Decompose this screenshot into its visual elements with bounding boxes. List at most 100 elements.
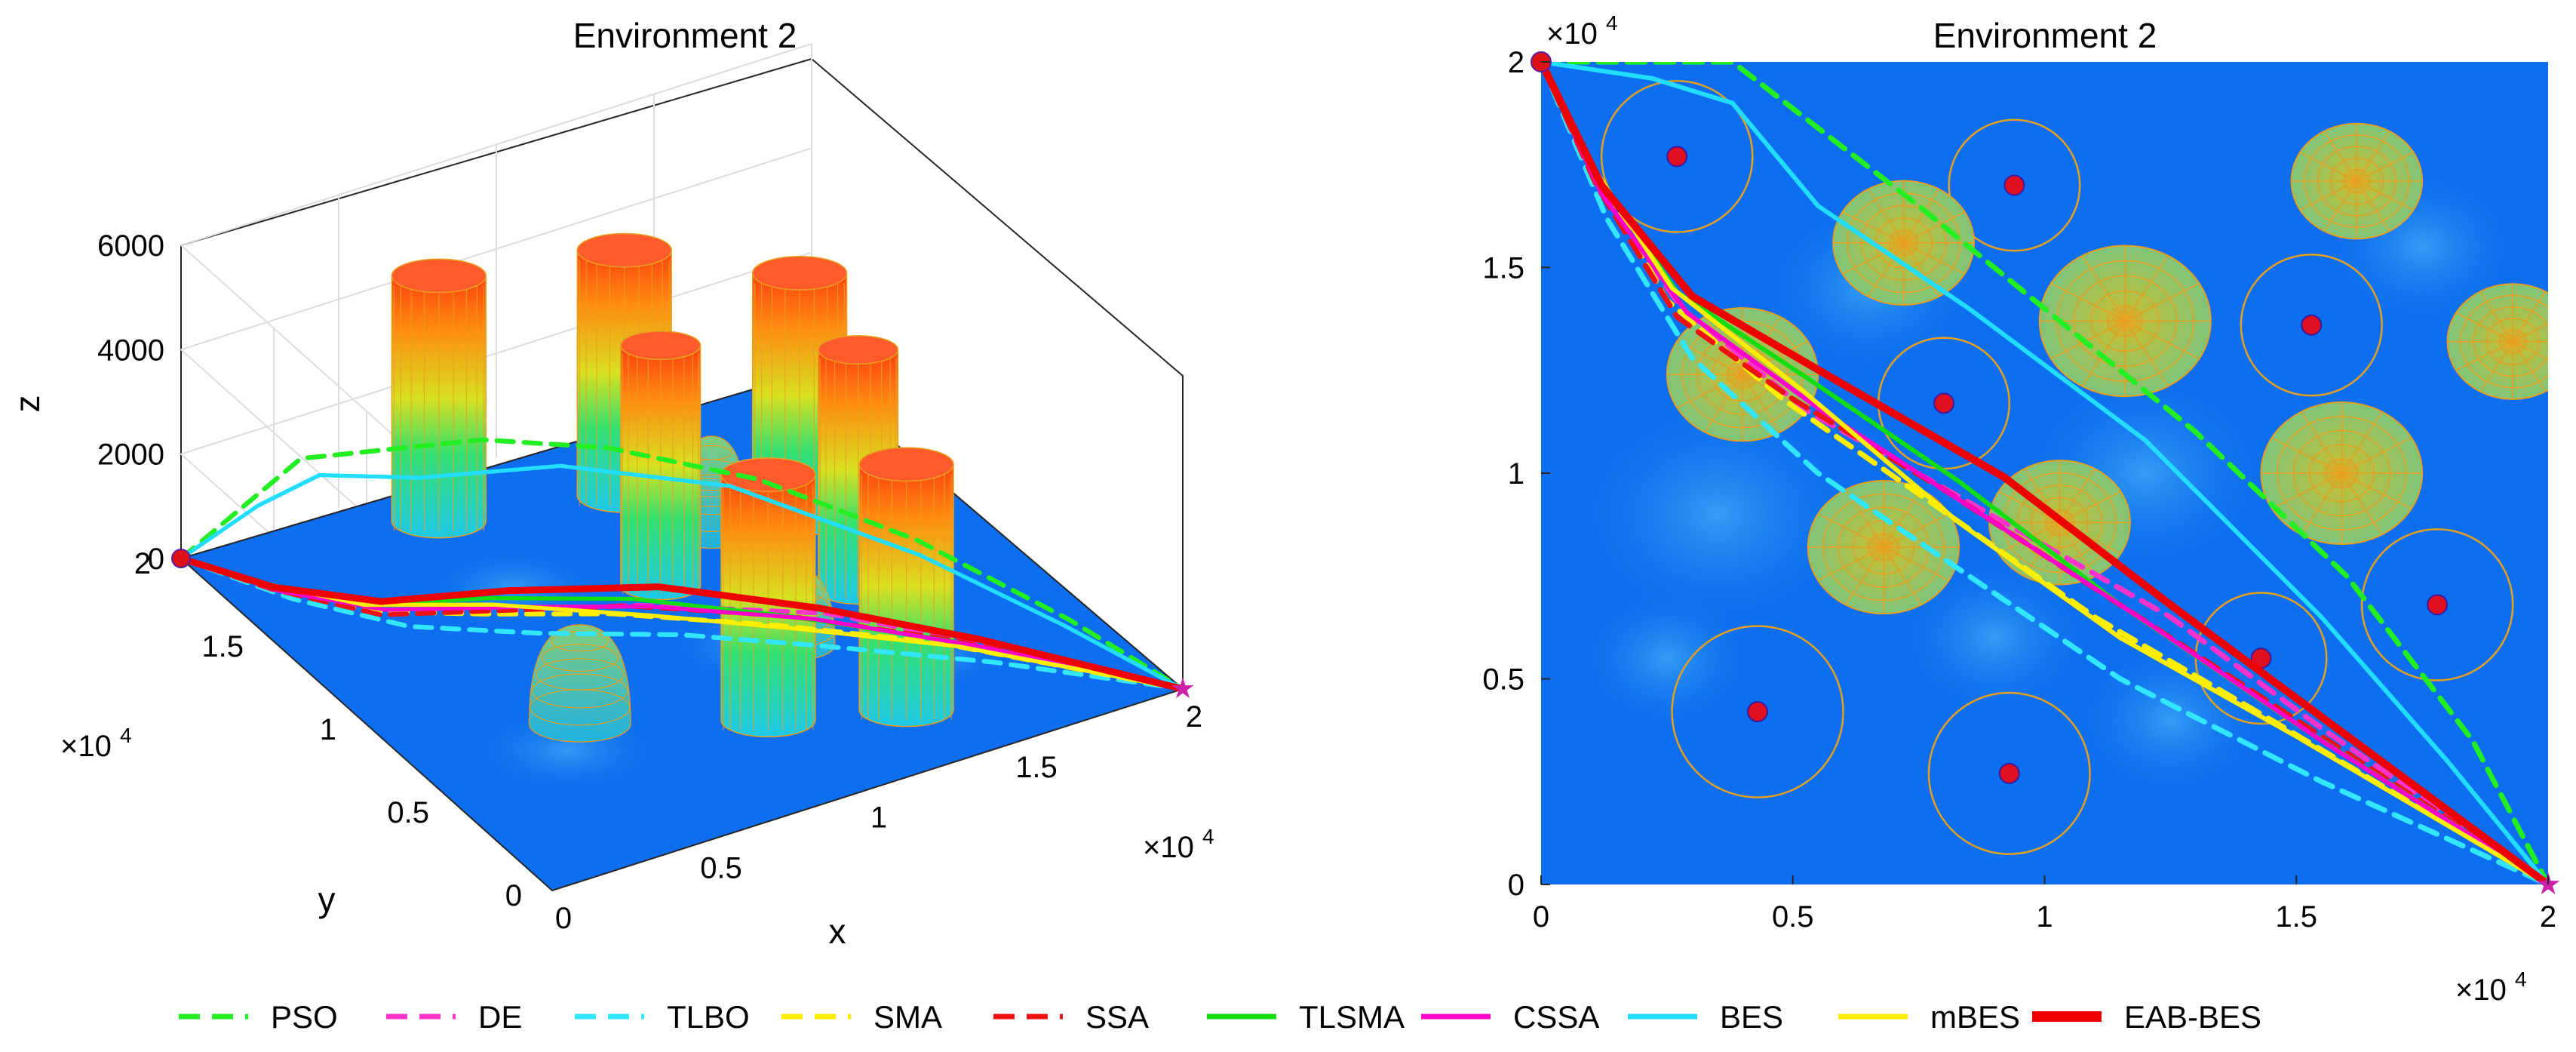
dome-threat-spoke (2299, 180, 2357, 211)
legend: PSO DE TLBO SMA SSA TLSMA CSSA BES mBES EAB-BES (179, 999, 2261, 1035)
y-tick-label-2d: 1 (1508, 457, 1524, 491)
x-tick-label: 0.5 (700, 851, 742, 884)
dome-threat-spoke (2341, 472, 2383, 535)
dome-threat-spoke (1998, 491, 2060, 524)
dome-threat-spoke (2341, 411, 2383, 474)
threat-ring (1671, 625, 1844, 798)
dome-threat-spoke (2050, 320, 2126, 359)
dome-threat-spoke (2323, 131, 2357, 182)
legend-label-bes: BES (1720, 999, 1783, 1035)
y-tick-label-2d: 2 (1508, 46, 1524, 79)
dome-threat-spoke (1883, 489, 1922, 548)
dome-threat-spoke (2271, 437, 2342, 474)
legend-label-de: DE (478, 999, 522, 1035)
dome-mesh-ring (542, 644, 619, 672)
threat-ring (1600, 79, 1754, 233)
dome-threat-spoke (1845, 546, 1884, 605)
x-axis-label: x (829, 912, 846, 951)
dome-threat-spoke (2341, 437, 2412, 474)
dome-threat-spoke (2059, 468, 2095, 523)
x-multiplier-base: ×10 (1143, 831, 1194, 864)
dome-mesh-ring (536, 658, 625, 691)
threat-center (2301, 314, 2323, 336)
dome-threat-spoke (2512, 291, 2547, 343)
dome-threat-spoke (2124, 320, 2169, 387)
dome-threat-spoke (2356, 180, 2390, 232)
legend-label-mbes: mBES (1930, 999, 2020, 1035)
dome-threat-spoke (1903, 211, 1965, 244)
x-tick-label-2d: 2 (2540, 900, 2556, 934)
dome-threat-spoke (1868, 189, 1905, 244)
left-3d-chart: Environment 2 ★ 020004000600000.511.5200… (8, 16, 1214, 951)
dome-threat-spoke (2323, 180, 2357, 232)
dome-threat-spoke (1902, 189, 1939, 244)
legend-label-pso: PSO (271, 999, 338, 1035)
dome-threat-spoke (1883, 546, 1922, 605)
dome-threat-spoke (1742, 374, 1781, 432)
threat-center (1747, 701, 1769, 723)
path-3d-bes (179, 463, 1185, 691)
path-3d-eab-bes (177, 555, 1187, 693)
path-3d-cssa (179, 556, 1185, 691)
svg-text:×10 4: ×10 4 (1143, 825, 1214, 864)
svg-text:×10 4: ×10 4 (60, 724, 132, 763)
dome-threat-spoke (1903, 242, 1965, 275)
threat-ring (2240, 254, 2383, 397)
paths-2d (1541, 62, 2548, 884)
dome-threat-spoke (1704, 374, 1743, 432)
cylinder-top (576, 232, 672, 268)
dome-threat-spoke (2271, 472, 2342, 509)
x-tick-label-2d: 1 (2036, 900, 2053, 934)
legend-label-eab-bes: EAB-BES (2124, 999, 2261, 1035)
y-tick-label: 1.5 (201, 630, 244, 663)
z-axis-label: z (8, 395, 47, 413)
contour-blob (1893, 557, 2095, 718)
path-3d-pso (178, 437, 1186, 692)
right-x-multiplier-base: ×10 (2455, 974, 2507, 1007)
right-x-multiplier: ×10 4 (2455, 967, 2527, 1007)
paths-3d: ★ (171, 437, 1196, 705)
z-tick-label: 4000 (97, 334, 164, 367)
path-2d-pso (1541, 62, 2548, 884)
y-multiplier: ×10 4 (60, 724, 132, 763)
left-chart-title: Environment 2 (573, 16, 797, 55)
dome-threat-spoke (1676, 374, 1743, 408)
cylinder-top (620, 331, 702, 361)
dome-threat-spoke (2479, 291, 2513, 343)
dome-threat-spoke (2081, 255, 2126, 321)
y-tick-label: 0.5 (387, 796, 429, 829)
path-2d-bes (1541, 62, 2548, 884)
right-y-multiplier-exp: 4 (1606, 11, 1618, 35)
z-tick-label: 6000 (97, 229, 164, 263)
x-tick-label: 0 (555, 902, 572, 935)
dome-threat-spoke (1883, 513, 1949, 548)
threat-center (1666, 146, 1688, 168)
path-2d-sma (1541, 62, 2548, 884)
legend-label-ssa: SSA (1085, 999, 1149, 1035)
svg-text:×10 4: ×10 4 (2455, 967, 2527, 1007)
right-x-multiplier-exp: 4 (2515, 967, 2527, 991)
y-axis-label: y (318, 880, 336, 919)
ticks-2d: 0 0.5 1 1.5 2 0 0.5 1 1.5 2 (1482, 46, 2556, 934)
dome-threat-spoke (2301, 411, 2342, 474)
contour-blob (1576, 586, 1758, 731)
dome-threat-spoke (2356, 131, 2390, 182)
dome-threat-spoke (2341, 472, 2412, 509)
z-tick-label: 2000 (97, 438, 164, 472)
contour-blob (1566, 393, 1868, 635)
dome-threat-spoke (2512, 323, 2548, 343)
legend-label-tlsma: TLSMA (1299, 999, 1405, 1035)
dome-threat-spoke (2455, 312, 2513, 343)
start-marker-3d (171, 549, 191, 568)
legend-label-sma: SMA (874, 999, 942, 1035)
dome-threat-spoke (2124, 282, 2200, 322)
x-tick-label-2d: 0.5 (1772, 900, 1814, 934)
threat-center (2427, 594, 2449, 616)
dome-threat-spoke (2455, 340, 2513, 371)
right-2d-chart: Environment 2 ★ 0 0.5 1 1.5 200.511.52 ×10 4… (1482, 11, 2562, 1007)
threat-ring (1948, 118, 2081, 252)
dome-threat-spoke (2301, 472, 2342, 535)
threat-center (2003, 174, 2025, 196)
